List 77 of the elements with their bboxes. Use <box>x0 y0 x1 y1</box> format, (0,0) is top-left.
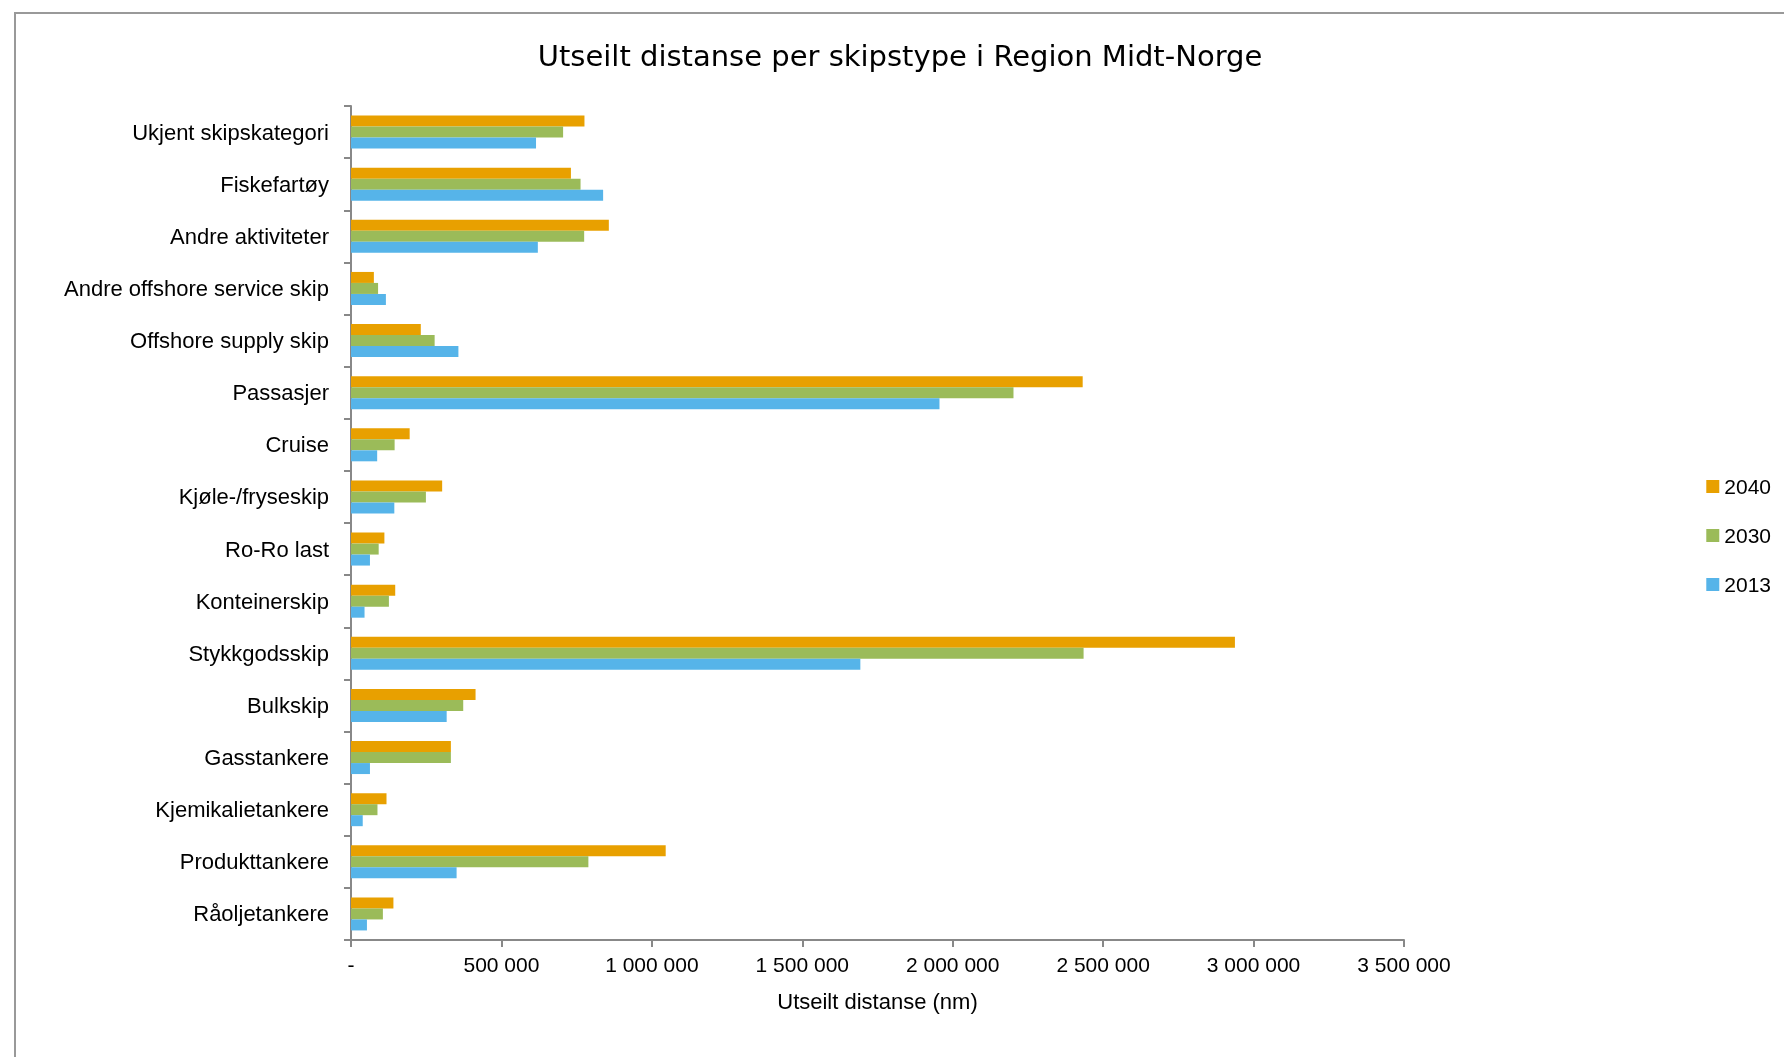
bar <box>351 282 379 294</box>
bar <box>351 658 861 670</box>
bar <box>351 606 365 618</box>
x-tick-label: 3 500 000 <box>1357 953 1451 976</box>
bar <box>351 919 367 931</box>
bar <box>351 897 394 909</box>
bar <box>351 543 379 555</box>
bar <box>351 167 571 179</box>
bar <box>351 219 609 231</box>
y-tick-label: Andre aktiviteter <box>170 223 329 249</box>
y-tick-label: Bulkskip <box>247 692 329 718</box>
bar <box>351 398 940 410</box>
bar <box>351 636 1235 648</box>
x-tick-label: 2 500 000 <box>1056 953 1150 976</box>
bar <box>351 710 447 722</box>
legend-label: 2013 <box>1724 573 1771 596</box>
bar <box>351 387 1014 399</box>
bar <box>351 376 1083 388</box>
y-tick-label: Cruise <box>265 432 329 458</box>
x-tick-label: - <box>347 953 355 976</box>
bar <box>351 428 410 440</box>
bar <box>351 845 666 857</box>
bar <box>351 688 476 700</box>
bar <box>351 230 585 242</box>
bar <box>351 178 581 190</box>
bar <box>351 647 1084 659</box>
y-tick-label: Stykkgodsskip <box>188 640 329 666</box>
x-tick-label: 3 000 000 <box>1206 953 1301 976</box>
bar <box>351 908 383 920</box>
x-tick-label: 1 500 000 <box>755 953 849 976</box>
bar <box>351 763 370 775</box>
y-tick-label: Andre offshore service skip <box>64 275 329 301</box>
bar <box>351 189 604 201</box>
x-axis-title: Utseilt distanse (nm) <box>777 988 978 1014</box>
bar <box>351 346 459 358</box>
bar <box>351 752 451 764</box>
bar <box>351 554 370 566</box>
y-tick-label: Fiskefartøy <box>220 171 329 197</box>
bar <box>351 867 457 879</box>
x-tick-label: 1 000 000 <box>605 953 699 976</box>
y-tick-label: Offshore supply skip <box>130 328 329 354</box>
bar <box>351 271 374 283</box>
y-tick-label: Ro-Ro last <box>225 536 329 562</box>
x-tick-label: 2 000 000 <box>906 953 1000 976</box>
bar <box>351 793 387 805</box>
bar <box>351 439 395 451</box>
bar <box>351 324 421 336</box>
y-tick-label: Passasjer <box>232 380 329 406</box>
bar <box>351 480 443 492</box>
y-tick-label: Kjemikalietankere <box>155 797 329 823</box>
legend-label: 2040 <box>1724 475 1771 498</box>
y-tick-label: Råoljetankere <box>193 901 329 927</box>
bar <box>351 532 385 544</box>
bar <box>351 815 363 827</box>
y-tick-label: Kjøle-/fryseskip <box>178 484 329 510</box>
x-tick-label: 500 000 <box>463 953 540 976</box>
bar <box>351 126 564 138</box>
bar <box>351 491 426 503</box>
bar <box>351 584 396 596</box>
legend-label: 2030 <box>1724 524 1771 547</box>
bar <box>351 741 451 753</box>
bar <box>351 293 386 305</box>
bar <box>351 450 378 462</box>
bar <box>351 502 395 514</box>
bar <box>351 115 585 127</box>
bar <box>351 804 378 816</box>
bar <box>351 335 435 347</box>
y-tick-label: Konteinerskip <box>195 588 329 614</box>
bar <box>351 241 538 253</box>
bar <box>351 595 389 607</box>
bar <box>351 137 537 149</box>
y-tick-label: Gasstankere <box>204 745 329 771</box>
bar <box>351 699 464 711</box>
y-tick-label: Ukjent skipskategori <box>132 119 329 145</box>
chart-title: Utseilt distanse per skipstype i Region Midt-Norge <box>537 38 1263 73</box>
bar <box>351 856 589 868</box>
y-tick-label: Produkttankere <box>179 849 329 875</box>
